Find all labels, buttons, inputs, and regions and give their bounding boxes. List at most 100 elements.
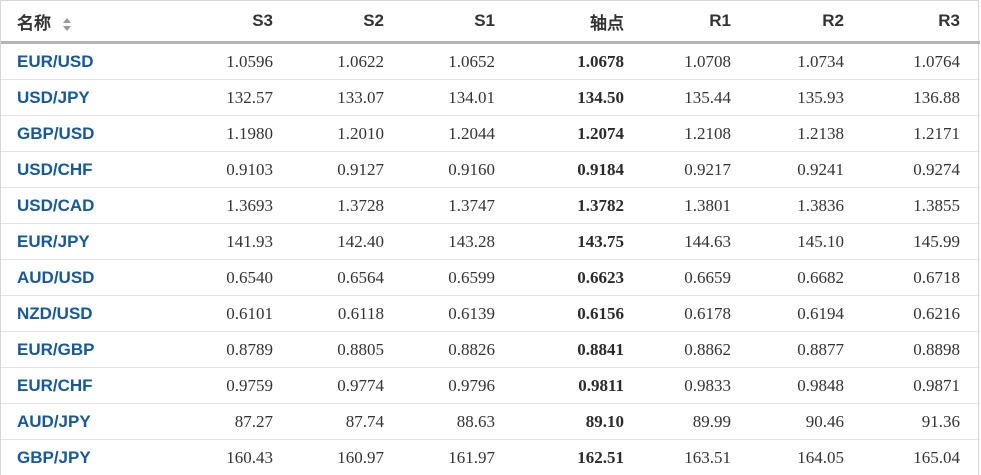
table-row: GBP/USD 1.1980 1.2010 1.2044 1.2074 1.2108 1.2… <box>1 115 980 152</box>
table-row: NZD/USD 0.6101 0.6118 0.6139 0.6156 0.6178 0.6… <box>1 295 980 332</box>
pair-name-link[interactable]: GBP/USD <box>17 123 95 143</box>
s1-value-cell: 143.28 <box>404 223 515 260</box>
header-row: 名称 S3 S2 S1 轴点 R1 R2 R3 <box>1 1 980 44</box>
pair-name-link[interactable]: GBP/JPY <box>17 447 91 467</box>
r3-value-cell: 91.36 <box>864 403 980 440</box>
r2-value-cell: 1.3836 <box>751 187 864 224</box>
s1-value-cell: 88.63 <box>404 403 515 440</box>
s1-value-cell: 1.2044 <box>404 115 515 152</box>
r3-value-cell: 0.9871 <box>864 367 980 404</box>
s2-value-cell: 142.40 <box>293 223 404 260</box>
pair-name-cell: AUD/JPY <box>1 403 183 440</box>
pivot-value-cell: 0.8841 <box>515 331 644 368</box>
pair-name-cell: USD/CHF <box>1 151 183 188</box>
pivot-value-cell: 0.6623 <box>515 259 644 296</box>
s2-value-cell: 133.07 <box>293 79 404 116</box>
s2-value-cell: 1.0622 <box>293 42 404 80</box>
r1-value-cell: 1.3801 <box>644 187 751 224</box>
pair-name-cell: NZD/USD <box>1 295 183 332</box>
r2-value-cell: 1.0734 <box>751 42 864 80</box>
s2-value-cell: 0.8805 <box>293 331 404 368</box>
r3-value-cell: 136.88 <box>864 79 980 116</box>
pair-name-link[interactable]: USD/CHF <box>17 159 93 179</box>
s3-value-cell: 0.8789 <box>183 331 293 368</box>
pair-name-cell: EUR/USD <box>1 42 183 80</box>
r2-value-cell: 145.10 <box>751 223 864 260</box>
table-body: EUR/USD 1.0596 1.0622 1.0652 1.0678 1.0708 1.0… <box>1 42 980 475</box>
table-row: EUR/CHF 0.9759 0.9774 0.9796 0.9811 0.9833 0.9… <box>1 367 980 404</box>
pair-name-link[interactable]: USD/CAD <box>17 195 95 215</box>
r1-value-cell: 0.9833 <box>644 367 751 404</box>
r2-value-cell: 164.05 <box>751 439 864 475</box>
r2-value-cell: 0.8877 <box>751 331 864 368</box>
pair-name-link[interactable]: NZD/USD <box>17 303 93 323</box>
column-header-name-label: 名称 <box>17 13 51 33</box>
pivot-value-cell: 0.9184 <box>515 151 644 188</box>
column-header-s2: S2 <box>293 1 404 44</box>
pair-name-link[interactable]: AUD/USD <box>17 267 95 287</box>
r2-value-cell: 0.6194 <box>751 295 864 332</box>
pair-name-cell: USD/CAD <box>1 187 183 224</box>
pivot-value-cell: 134.50 <box>515 79 644 116</box>
s2-value-cell: 87.74 <box>293 403 404 440</box>
s3-value-cell: 132.57 <box>183 79 293 116</box>
pair-name-link[interactable]: EUR/USD <box>17 51 94 71</box>
s3-value-cell: 87.27 <box>183 403 293 440</box>
table-row: EUR/USD 1.0596 1.0622 1.0652 1.0678 1.0708 1.0… <box>1 42 980 80</box>
r1-value-cell: 0.9217 <box>644 151 751 188</box>
sort-arrows-icon[interactable] <box>62 17 72 31</box>
pivot-value-cell: 0.9811 <box>515 367 644 404</box>
s2-value-cell: 0.6118 <box>293 295 404 332</box>
r3-value-cell: 0.6718 <box>864 259 980 296</box>
pair-name-link[interactable]: AUD/JPY <box>17 411 91 431</box>
pair-name-link[interactable]: EUR/GBP <box>17 339 95 359</box>
column-header-r2: R2 <box>751 1 864 44</box>
table-row: AUD/USD 0.6540 0.6564 0.6599 0.6623 0.6659 0.6… <box>1 259 980 296</box>
pivot-value-cell: 1.3782 <box>515 187 644 224</box>
column-header-s1: S1 <box>404 1 515 44</box>
r1-value-cell: 0.6659 <box>644 259 751 296</box>
r3-value-cell: 1.3855 <box>864 187 980 224</box>
r2-value-cell: 135.93 <box>751 79 864 116</box>
s3-value-cell: 1.0596 <box>183 42 293 80</box>
s1-value-cell: 0.8826 <box>404 331 515 368</box>
pair-name-link[interactable]: EUR/CHF <box>17 375 93 395</box>
s3-value-cell: 0.9103 <box>183 151 293 188</box>
s3-value-cell: 1.3693 <box>183 187 293 224</box>
r3-value-cell: 1.0764 <box>864 42 980 80</box>
r2-value-cell: 90.46 <box>751 403 864 440</box>
s2-value-cell: 0.9127 <box>293 151 404 188</box>
s1-value-cell: 0.9796 <box>404 367 515 404</box>
r1-value-cell: 0.8862 <box>644 331 751 368</box>
s3-value-cell: 0.9759 <box>183 367 293 404</box>
pair-name-link[interactable]: EUR/JPY <box>17 231 90 251</box>
sort-ascending-icon <box>62 17 71 23</box>
table-row: USD/CAD 1.3693 1.3728 1.3747 1.3782 1.3801 1.3… <box>1 187 980 224</box>
r3-value-cell: 0.9274 <box>864 151 980 188</box>
pair-name-cell: EUR/GBP <box>1 331 183 368</box>
s2-value-cell: 0.9774 <box>293 367 404 404</box>
pair-name-cell: EUR/CHF <box>1 367 183 404</box>
column-header-pivot: 轴点 <box>515 1 644 44</box>
s2-value-cell: 1.3728 <box>293 187 404 224</box>
s3-value-cell: 160.43 <box>183 439 293 475</box>
pivot-value-cell: 143.75 <box>515 223 644 260</box>
s2-value-cell: 0.6564 <box>293 259 404 296</box>
table-row: AUD/JPY 87.27 87.74 88.63 89.10 89.99 90.46 91.… <box>1 403 980 440</box>
pivot-value-cell: 162.51 <box>515 439 644 475</box>
r2-value-cell: 1.2138 <box>751 115 864 152</box>
r3-value-cell: 145.99 <box>864 223 980 260</box>
r1-value-cell: 1.0708 <box>644 42 751 80</box>
column-header-name[interactable]: 名称 <box>1 1 183 44</box>
r1-value-cell: 135.44 <box>644 79 751 116</box>
pivot-value-cell: 0.6156 <box>515 295 644 332</box>
r1-value-cell: 1.2108 <box>644 115 751 152</box>
sort-descending-icon <box>62 25 71 31</box>
pair-name-link[interactable]: USD/JPY <box>17 87 90 107</box>
table-row: EUR/GBP 0.8789 0.8805 0.8826 0.8841 0.8862 0.8… <box>1 331 980 368</box>
pair-name-cell: AUD/USD <box>1 259 183 296</box>
s1-value-cell: 134.01 <box>404 79 515 116</box>
column-header-r3: R3 <box>864 1 980 44</box>
